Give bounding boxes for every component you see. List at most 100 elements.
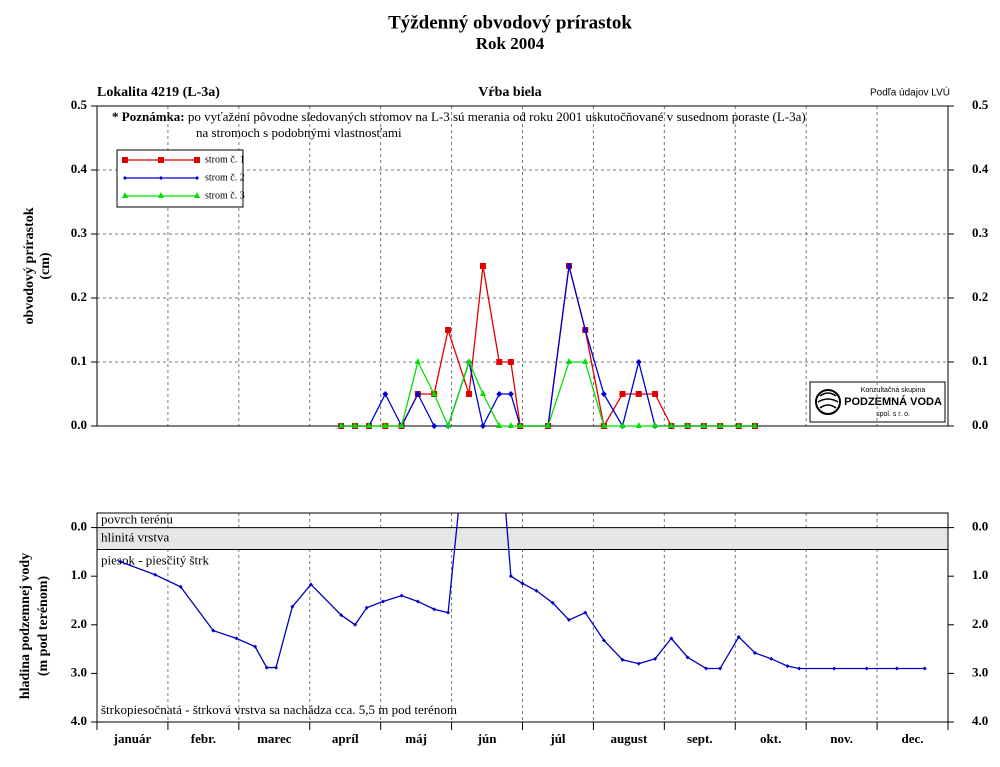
- logo-icon: [817, 392, 839, 409]
- marker: [620, 657, 625, 662]
- marker: [636, 661, 641, 666]
- marker: [684, 422, 691, 428]
- marker: [652, 391, 659, 397]
- marker: [601, 638, 606, 643]
- y-tick-label: 1.0: [71, 567, 87, 582]
- y-tick-label: 0.5: [972, 97, 989, 112]
- marker: [414, 391, 421, 397]
- legend-marker: [123, 176, 127, 180]
- marker: [352, 422, 359, 428]
- marker: [635, 422, 642, 428]
- marker: [718, 666, 723, 671]
- marker: [704, 666, 709, 671]
- logo-text: Konzultačná skupina: [861, 387, 926, 394]
- x-tick-label: máj: [405, 731, 427, 746]
- marker: [619, 422, 626, 428]
- marker: [922, 666, 927, 671]
- marker: [550, 600, 555, 605]
- marker: [496, 422, 503, 428]
- marker: [382, 391, 389, 397]
- marker: [353, 622, 358, 627]
- marker: [380, 599, 385, 604]
- legend-marker: [195, 176, 199, 180]
- marker: [445, 422, 452, 428]
- marker: [338, 422, 345, 428]
- marker: [414, 358, 421, 364]
- x-tick-label: marec: [257, 731, 292, 746]
- marker: [582, 358, 589, 364]
- marker: [496, 391, 503, 397]
- marker: [600, 391, 607, 397]
- marker: [832, 666, 837, 671]
- y-tick-label: 3.0: [71, 664, 87, 679]
- note-label: * Poznámka:: [112, 109, 185, 124]
- marker: [178, 584, 183, 589]
- marker: [479, 390, 486, 396]
- marker: [274, 665, 279, 670]
- y-axis-label: hladina podzemnej vody: [18, 553, 33, 699]
- y-tick-label: 0.4: [972, 161, 989, 176]
- series-group: [118, 513, 927, 671]
- marker: [496, 359, 503, 365]
- marker: [339, 613, 344, 618]
- marker: [290, 604, 295, 609]
- y-tick-label: 0.1: [972, 353, 988, 368]
- marker: [118, 559, 123, 564]
- marker: [534, 588, 539, 593]
- x-tick-label: dec.: [902, 731, 924, 746]
- marker: [545, 422, 552, 428]
- logo-text: spol. s r. o.: [876, 411, 910, 418]
- marker: [566, 358, 573, 364]
- series-line: [341, 265, 756, 428]
- legend-marker: [158, 157, 164, 163]
- legend: strom č. 1 strom č. 2 strom č. 3: [116, 149, 245, 208]
- x-tick-label: sept.: [687, 731, 713, 746]
- marker: [431, 390, 438, 396]
- marker: [653, 656, 658, 661]
- x-tick-label: jún: [477, 731, 498, 746]
- marker: [517, 422, 524, 428]
- marker: [769, 656, 774, 661]
- legend-marker: [122, 157, 128, 163]
- chart-title: Týždenný obvodový prírastok: [388, 12, 632, 33]
- x-tick-label: okt.: [760, 731, 781, 746]
- marker: [668, 422, 675, 428]
- x-tick-label: júl: [549, 731, 566, 746]
- marker: [364, 605, 369, 610]
- x-tick-label: apríl: [332, 731, 359, 746]
- marker: [669, 636, 674, 641]
- marker: [153, 572, 158, 577]
- legend-marker: [159, 176, 163, 180]
- x-tick-label: nov.: [830, 731, 853, 746]
- marker: [652, 422, 659, 428]
- y-tick-label: 0.3: [71, 225, 88, 240]
- marker: [507, 422, 514, 428]
- marker: [507, 359, 514, 365]
- source: Podľa údajov LVÚ: [870, 86, 950, 99]
- marker: [466, 358, 473, 364]
- note: * Poznámka: po vyťažení pôvodne sledovan…: [112, 109, 806, 124]
- marker: [382, 422, 389, 428]
- marker: [785, 664, 790, 669]
- note-line: na stromoch s podobnými vlastnosťami: [196, 125, 402, 140]
- x-tick-label: febr.: [191, 731, 216, 746]
- marker: [446, 610, 451, 615]
- marker: [398, 422, 405, 428]
- y-axis-label: (cm): [38, 252, 53, 280]
- marker: [864, 666, 869, 671]
- series-line: [341, 265, 756, 428]
- y-tick-label: 0.0: [972, 417, 988, 432]
- marker: [399, 593, 404, 598]
- marker: [700, 422, 707, 428]
- y-tick-label: 4.0: [972, 713, 988, 728]
- y-tick-label: 0.0: [71, 519, 87, 534]
- marker: [253, 644, 258, 649]
- marker: [466, 391, 473, 397]
- marker: [797, 666, 802, 671]
- marker: [264, 665, 269, 670]
- marker: [635, 359, 642, 365]
- marker: [507, 391, 514, 397]
- clay-label: hlinitá vrstva: [101, 530, 169, 545]
- gravel-label: štrkopiesočnatá - štrková vrstva sa nach…: [101, 702, 457, 717]
- series-line: [341, 360, 756, 428]
